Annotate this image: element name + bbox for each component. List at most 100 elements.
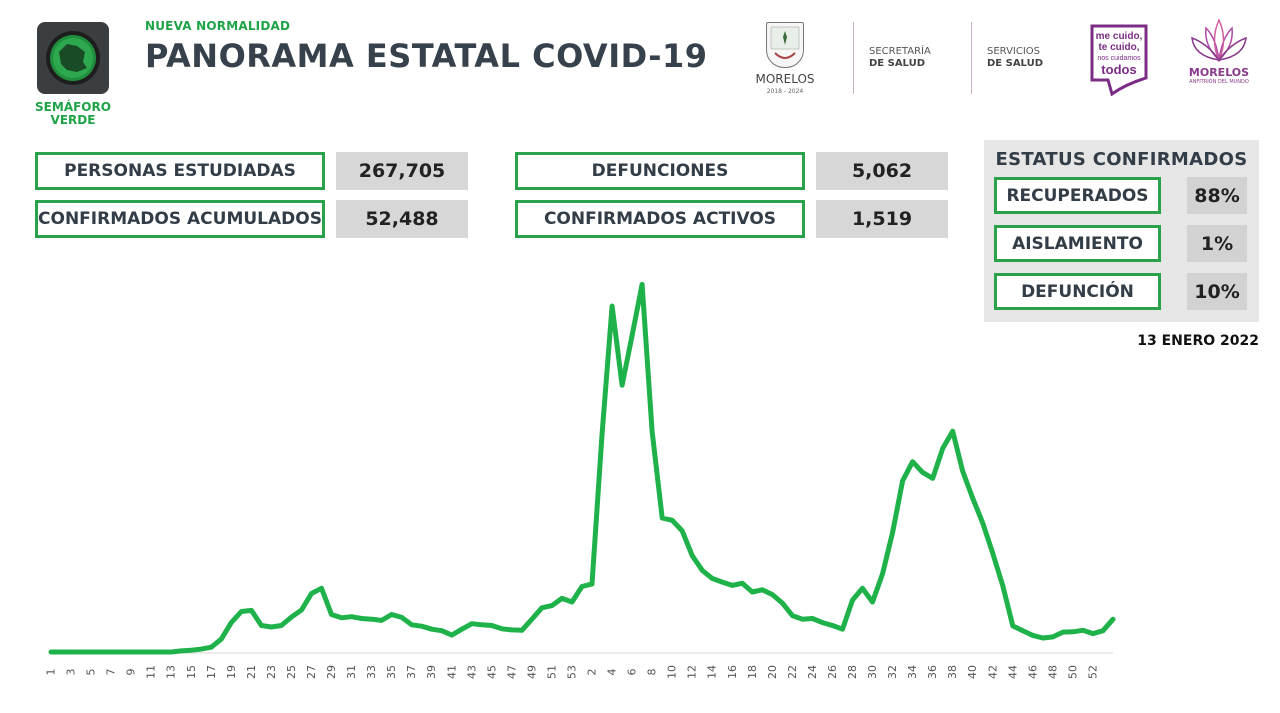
page-subtitle: NUEVA NORMALIDAD bbox=[145, 19, 291, 33]
cases-line-chart: 1 3 5 7 9 11 13 15 17 19 21 23 25 27 29 31 33 35 37 39 41 43 4… bbox=[45, 281, 1116, 679]
data-point bbox=[699, 568, 705, 573]
status-title: ESTATUS CONFIRMADOS bbox=[995, 149, 1248, 170]
morelos-logo: MORELOS 2018 - 2024 bbox=[750, 18, 820, 98]
x-tick-label: 40 bbox=[966, 665, 979, 679]
data-point bbox=[309, 591, 314, 596]
x-tick-label: 43 bbox=[465, 665, 478, 679]
data-point bbox=[800, 616, 805, 622]
x-tick-label: 44 bbox=[1006, 665, 1019, 679]
x-tick-label: 37 bbox=[405, 665, 418, 679]
status-recuperados-label: RECUPERADOS bbox=[994, 177, 1161, 214]
data-point bbox=[1070, 629, 1076, 635]
data-point bbox=[780, 600, 785, 606]
x-tick-label: 6 bbox=[626, 669, 639, 676]
x-tick-label: 32 bbox=[886, 665, 899, 679]
data-point bbox=[1000, 583, 1006, 589]
data-point bbox=[379, 618, 384, 623]
data-point bbox=[659, 515, 665, 521]
x-tick-label: 15 bbox=[185, 665, 198, 679]
confirmados-acumulados-value: 52,488 bbox=[336, 200, 468, 238]
data-point bbox=[770, 592, 775, 597]
status-aislamiento-value: 1% bbox=[1187, 225, 1247, 262]
data-point bbox=[980, 520, 986, 526]
data-point bbox=[98, 649, 104, 655]
data-point bbox=[128, 649, 134, 655]
data-point bbox=[599, 432, 605, 438]
x-tick-label: 50 bbox=[1066, 665, 1079, 679]
x-tick-label: 22 bbox=[786, 665, 799, 679]
x-tick-label: 29 bbox=[325, 665, 338, 679]
data-point bbox=[920, 470, 925, 475]
data-point bbox=[329, 612, 334, 617]
data-point bbox=[419, 623, 425, 629]
data-point bbox=[940, 446, 945, 451]
data-point bbox=[559, 596, 565, 601]
x-tick-label: 45 bbox=[485, 665, 498, 679]
x-tick-label: 51 bbox=[545, 665, 558, 679]
data-point bbox=[339, 615, 344, 621]
data-point bbox=[269, 624, 274, 630]
data-point bbox=[429, 626, 435, 632]
x-tick-label: 4 bbox=[606, 669, 619, 676]
x-tick-label: 13 bbox=[165, 665, 178, 679]
servicios-line2: DE SALUD bbox=[987, 58, 1043, 69]
data-point bbox=[1080, 628, 1086, 633]
x-tick-label: 7 bbox=[105, 669, 118, 676]
data-point bbox=[289, 614, 294, 620]
data-point bbox=[709, 576, 715, 581]
data-point bbox=[669, 518, 675, 523]
x-tick-label: 46 bbox=[1026, 665, 1039, 679]
x-tick-label: 8 bbox=[646, 669, 659, 676]
data-point bbox=[178, 648, 184, 654]
x-tick-label: 49 bbox=[525, 665, 538, 679]
data-point bbox=[820, 620, 825, 625]
data-point bbox=[359, 616, 364, 621]
data-point bbox=[519, 628, 525, 633]
x-tick-label: 38 bbox=[946, 665, 959, 679]
personas-estudiadas-label: PERSONAS ESTUDIADAS bbox=[35, 152, 325, 190]
x-tick-label: 26 bbox=[826, 665, 839, 679]
data-point bbox=[930, 476, 935, 481]
x-tick-label: 5 bbox=[85, 669, 98, 676]
data-point bbox=[900, 478, 905, 484]
confirmados-activos-label: CONFIRMADOS ACTIVOS bbox=[515, 200, 805, 238]
lotus-icon bbox=[1191, 18, 1247, 62]
x-tick-label: 21 bbox=[245, 665, 258, 679]
data-point bbox=[349, 614, 354, 619]
morelos-anfitrion-logo: MORELOS ANFITRIÓN DEL MUNDO bbox=[1188, 16, 1250, 96]
x-tick-label: 16 bbox=[726, 665, 739, 679]
data-point bbox=[629, 333, 635, 338]
x-tick-labels: 1 3 5 7 9 11 13 15 17 19 21 23 25 27 29 31 33 35 37 39 41 43 4… bbox=[45, 665, 1100, 679]
data-point bbox=[790, 613, 795, 618]
x-tick-label: 11 bbox=[145, 665, 158, 679]
data-point bbox=[529, 616, 535, 622]
data-point bbox=[469, 621, 475, 626]
data-point bbox=[609, 303, 615, 309]
status-panel: ESTATUS CONFIRMADOS RECUPERADOS 88% AISL… bbox=[984, 140, 1259, 322]
data-point bbox=[890, 530, 895, 535]
data-point bbox=[1090, 631, 1096, 636]
data-point bbox=[910, 459, 915, 464]
data-point bbox=[118, 649, 124, 655]
data-point bbox=[299, 607, 304, 613]
series-points bbox=[48, 282, 1116, 655]
morelos2-name: MORELOS bbox=[1188, 66, 1250, 79]
data-point bbox=[409, 622, 415, 628]
data-point bbox=[489, 623, 495, 628]
series-line bbox=[48, 281, 1116, 655]
data-point bbox=[279, 623, 284, 628]
status-recuperados-value: 88% bbox=[1187, 177, 1247, 214]
x-tick-label: 17 bbox=[205, 665, 218, 679]
data-point bbox=[449, 632, 455, 638]
data-point bbox=[78, 649, 84, 655]
data-point bbox=[1040, 635, 1046, 641]
x-tick-label: 31 bbox=[345, 665, 358, 679]
data-point bbox=[950, 428, 955, 434]
x-tick-label: 23 bbox=[265, 665, 278, 679]
x-tick-label: 47 bbox=[505, 665, 518, 679]
data-point bbox=[1110, 616, 1116, 622]
data-point bbox=[870, 599, 875, 605]
confirmados-activos-value: 1,519 bbox=[816, 200, 948, 238]
data-point bbox=[509, 627, 515, 633]
data-point bbox=[319, 586, 324, 591]
